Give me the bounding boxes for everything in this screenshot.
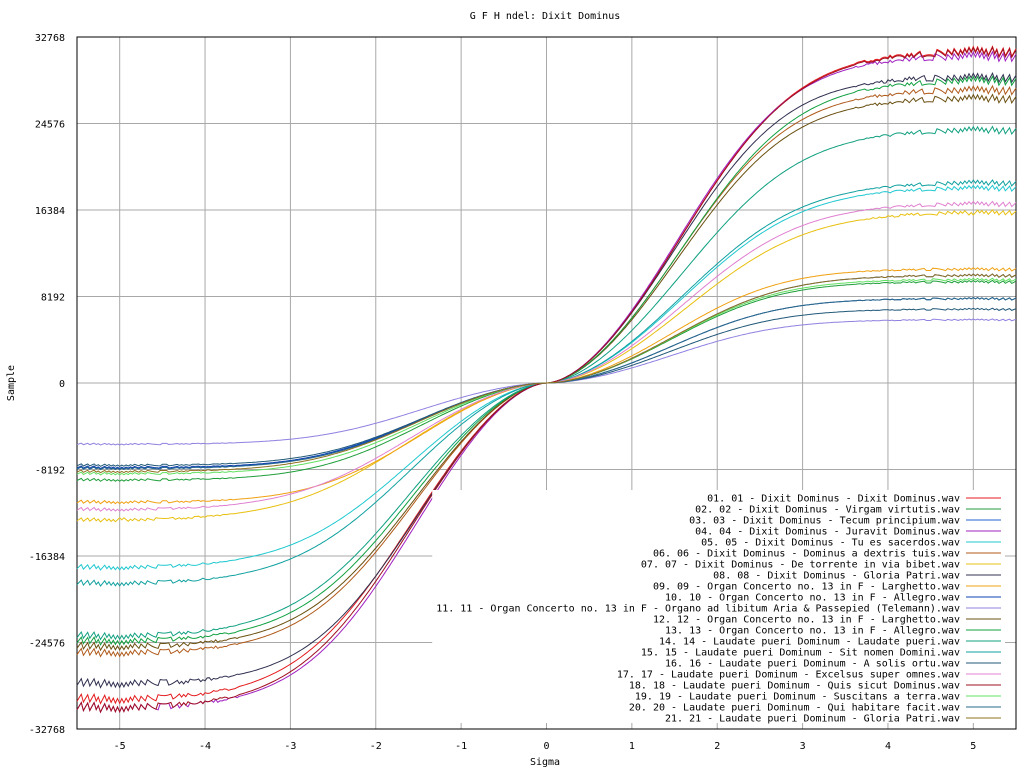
legend-entry-label: 12. 12 - Organ Concerto no. 13 in F - La… [653,615,960,626]
x-tick-label: 2 [714,741,720,752]
legend-entry-label: 13. 13 - Organ Concerto no. 13 in F - Al… [665,626,960,637]
legend-entry-label: 18. 18 - Laudate pueri Dominum - Quis si… [629,681,960,692]
x-tick-label: 1 [629,741,635,752]
y-tick-label: 24576 [35,120,65,131]
series-line-21 [76,273,1017,474]
legend-entry-label: 01. 01 - Dixit Dominus - Dixit Dominus.w… [707,494,960,505]
y-tick-label: -32768 [29,725,65,736]
legend-entry-label: 16. 16 - Laudate pueri Dominum - A solis… [665,659,960,670]
legend-background [432,490,1005,723]
x-tick-label: 5 [970,741,976,752]
chart-title: G F H ndel: Dixit Dominus [470,11,621,22]
series-lines [76,45,1017,714]
x-tick-label: 0 [543,741,549,752]
y-tick-label: 8192 [41,293,65,304]
legend-entry-label: 21. 21 - Laudate pueri Dominum - Gloria … [665,714,960,725]
legend-entry-label: 04. 04 - Dixit Dominus - Juravit Dominus… [695,527,960,538]
legend-entry-label: 20. 20 - Laudate pueri Dominum - Qui hab… [629,703,960,714]
y-tick-label: -8192 [35,466,65,477]
x-tick-label: -3 [284,741,296,752]
x-tick-label: -4 [199,741,211,752]
legend-entry-label: 05. 05 - Dixit Dominus - Tu es sacerdos.… [701,538,960,549]
legend-entry-label: 09. 09 - Organ Concerto no. 13 in F - La… [653,582,960,593]
legend-entry-label: 17. 17 - Laudate pueri Dominum - Excelsu… [617,670,960,681]
y-tick-label: 32768 [35,33,65,44]
legend: 01. 01 - Dixit Dominus - Dixit Dominus.w… [432,490,1005,725]
legend-entry-label: 06. 06 - Dixit Dominus - Dominus a dextr… [653,549,960,560]
x-tick-label: -1 [455,741,467,752]
legend-entry-label: 08. 08 - Dixit Dominus - Gloria Patri.wa… [713,571,960,582]
x-tick-label: -2 [370,741,382,752]
legend-entry-label: 19. 19 - Laudate pueri Dominum - Suscita… [635,692,960,703]
y-tick-label: 16384 [35,206,65,217]
legend-entry-label: 14. 14 - Laudate pueri Dominum - Laudate… [659,637,960,648]
axis-ticks: -5 -4 -3 -2 -1 0 1 2 3 4 5 -32768 -24576 -16384 -8192 0… [29,33,976,752]
legend-entry-label: 02. 02 - Dixit Dominus - Virgam virtutis… [695,505,960,516]
y-tick-label: -24576 [29,639,65,650]
legend-entry-label: 10. 10 - Organ Concerto no. 13 in F - Al… [665,593,960,604]
y-axis-label: Sample [6,365,17,401]
legend-entry-label: 03. 03 - Dixit Dominus - Tecum principiu… [689,516,960,527]
y-tick-label: -16384 [29,552,65,563]
legend-entry-label: 15. 15 - Laudate pueri Dominum - Sit nom… [641,648,960,659]
x-tick-label: 3 [800,741,806,752]
plot-frame [76,36,1017,730]
legend-entry-label: 07. 07 - Dixit Dominus - De torrente in … [641,560,960,571]
x-axis-label: Sigma [530,757,560,768]
x-tick-label: 4 [885,741,891,752]
legend-entry-label: 11. 11 - Organ Concerto no. 13 in F - Or… [436,604,960,615]
x-tick-label: -5 [114,741,126,752]
y-tick-label: 0 [59,379,65,390]
